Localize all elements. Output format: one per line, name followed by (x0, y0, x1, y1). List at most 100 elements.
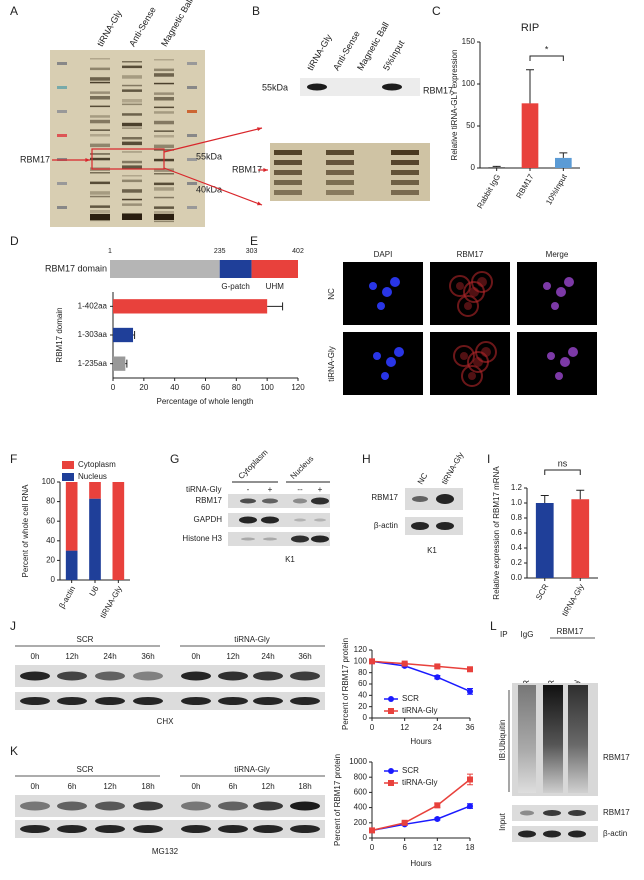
marker-band (57, 110, 67, 113)
gel-band (90, 134, 110, 137)
y-tick-label: 400 (354, 803, 368, 812)
gel-band (391, 150, 419, 155)
gel-band (391, 160, 419, 165)
gel-band (90, 205, 110, 208)
y-tick-label: 0.2 (511, 558, 523, 567)
panel-letter: F (10, 452, 17, 466)
gel-band (154, 182, 174, 186)
blot (300, 78, 420, 96)
label: -- (297, 485, 303, 494)
x-tick-label: 6 (402, 843, 407, 852)
legend-marker (388, 708, 394, 714)
band (20, 671, 50, 681)
gel-band (90, 143, 110, 148)
label: 0h (192, 652, 201, 661)
gel-band (90, 67, 110, 71)
error-bar (576, 489, 585, 500)
marker-band (57, 62, 67, 65)
arrow-head (257, 201, 262, 206)
band (311, 535, 329, 543)
gel-band (391, 190, 419, 195)
y-tick-label: 0 (363, 713, 368, 722)
legend-label: Cytoplasm (78, 460, 116, 469)
gel-band (154, 220, 174, 223)
nucleus (464, 302, 472, 310)
band (263, 537, 277, 541)
gel-band (90, 210, 110, 214)
label: + (268, 485, 273, 494)
error-bar (540, 495, 549, 503)
label: 12h (65, 652, 78, 661)
panel-letter: D (10, 234, 19, 248)
x-tick-label: 120 (291, 383, 305, 392)
y-tick-label: 40 (358, 690, 367, 699)
nucleus (386, 357, 396, 367)
panel-letter: C (432, 4, 441, 18)
gel-band (122, 75, 142, 79)
boundary-label: 235 (214, 248, 226, 255)
label: 6h (229, 782, 238, 791)
label: tiRNA-Gly (327, 346, 336, 382)
label: RBM17 (557, 627, 584, 636)
gel-band (154, 106, 174, 109)
band (20, 697, 50, 705)
bar-segment (89, 482, 101, 499)
y-axis-label: Percent of whole cell RNA (21, 484, 30, 578)
point (434, 816, 441, 822)
panel-letter: A (10, 4, 18, 18)
band (253, 825, 283, 833)
band (412, 496, 428, 502)
label: SCR (77, 765, 94, 774)
point (467, 803, 473, 810)
marker-band (187, 134, 197, 137)
label: 0h (31, 782, 40, 791)
label: GAPDH (194, 515, 223, 524)
band (133, 697, 163, 705)
domain-segment (219, 260, 252, 278)
y-tick-label: 1-402aa (78, 301, 108, 310)
label: RBM17 (371, 493, 398, 502)
band (239, 516, 257, 524)
y-tick-label: 40 (46, 536, 55, 545)
gel-band (122, 122, 142, 127)
gel-band (326, 160, 354, 165)
gel-band (391, 170, 419, 175)
nucleus (564, 277, 574, 287)
label: 0h (192, 782, 201, 791)
arrow (163, 167, 263, 206)
y-tick-label: 0.0 (511, 573, 523, 582)
legend-label: SCR (402, 694, 419, 703)
point (401, 819, 408, 826)
label: - (247, 485, 250, 494)
marker-band (187, 182, 197, 185)
x-tick-label: U6 (88, 584, 101, 598)
gel-band (391, 180, 419, 185)
nucleus (456, 282, 464, 290)
label: 18h (141, 782, 154, 791)
blot (15, 820, 325, 838)
band (568, 830, 586, 838)
gel-band (122, 113, 142, 116)
x-tick-label: 0 (370, 843, 375, 852)
label: 36h (298, 652, 311, 661)
band (95, 697, 125, 705)
boundary-label: 402 (292, 248, 304, 255)
band (57, 671, 87, 681)
gel-band (90, 119, 110, 124)
x-tick-label: 18 (466, 843, 475, 852)
band (543, 810, 561, 816)
marker-band (187, 86, 197, 89)
bar (535, 503, 554, 578)
band (253, 671, 283, 681)
y-axis-label: RBM17 domain (55, 307, 64, 362)
error-bar (267, 302, 284, 311)
bar (488, 167, 505, 168)
y-tick-label: 1000 (349, 757, 367, 766)
gel-band (122, 214, 142, 220)
legend-swatch (62, 473, 74, 481)
y-tick-label: 600 (354, 788, 368, 797)
band (290, 671, 320, 681)
gel-band (122, 160, 142, 164)
panel-letter: J (10, 619, 16, 633)
label: Input (498, 812, 507, 831)
